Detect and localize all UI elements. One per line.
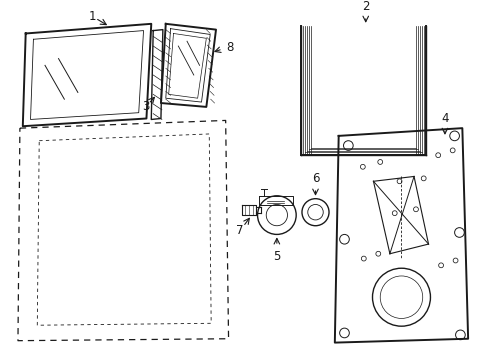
Text: 6: 6: [311, 172, 319, 185]
Text: 3: 3: [142, 100, 149, 113]
Text: 2: 2: [361, 0, 369, 13]
Text: 1: 1: [88, 10, 96, 23]
Text: 8: 8: [226, 41, 234, 54]
Text: 5: 5: [273, 250, 280, 263]
Text: 7: 7: [236, 224, 244, 237]
Text: 4: 4: [440, 112, 448, 125]
